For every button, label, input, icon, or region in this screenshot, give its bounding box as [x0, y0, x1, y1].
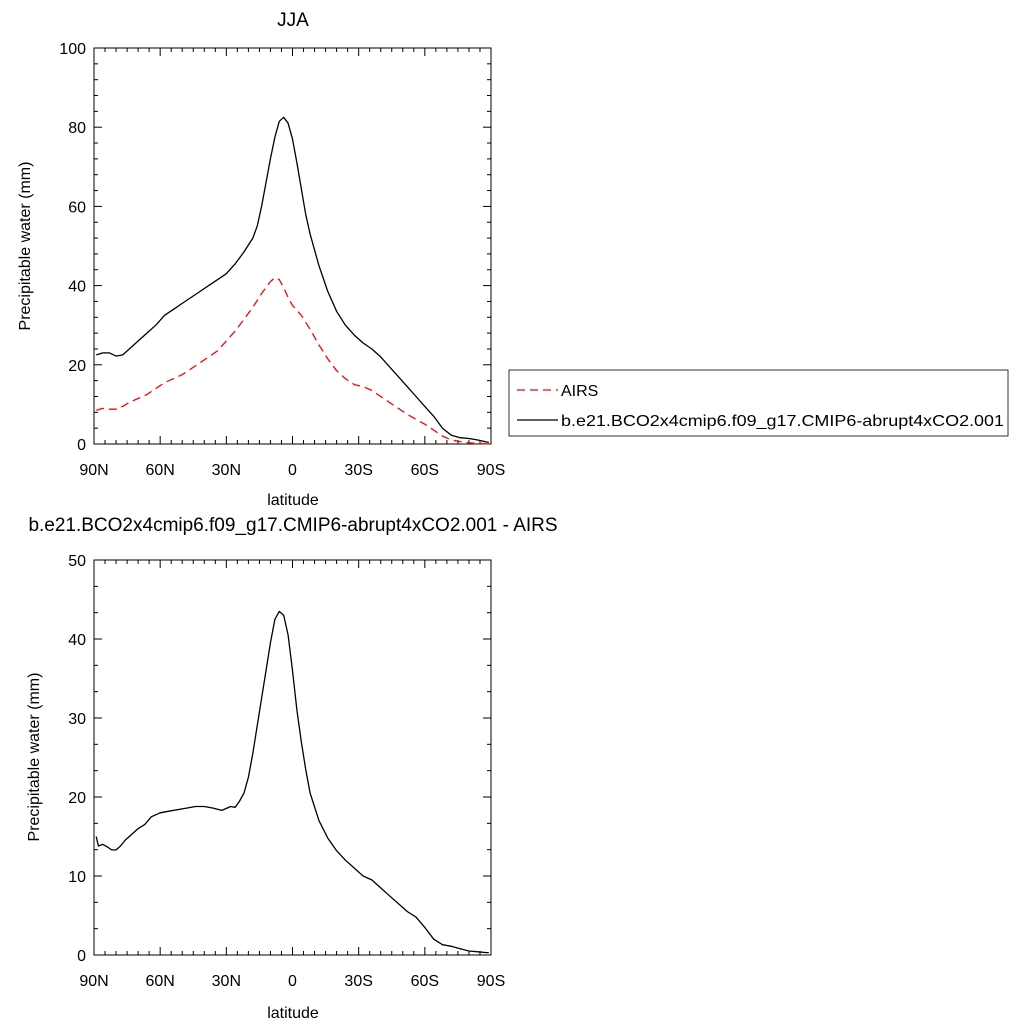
top-panel-series-model-line — [96, 116, 489, 444]
top-panel-x-tick-label: 0 — [288, 462, 297, 479]
top-panel-y-tick-label: 40 — [68, 279, 86, 296]
bottom-panel-title: b.e21.BCO2x4cmip6.f09_g17.CMIP6-abrupt4x… — [28, 515, 557, 536]
bottom-panel-x-tick-label: 90N — [79, 973, 108, 990]
top-panel-series — [96, 116, 489, 445]
top-panel-x-axis-label: latitude — [267, 492, 319, 509]
bottom-panel-y-tick-label: 10 — [68, 869, 86, 886]
top-panel-x-tick-label: 90N — [79, 462, 108, 479]
bottom-panel-y-tick-label: 20 — [68, 790, 86, 807]
top-panel-y-tick-label: 80 — [68, 120, 86, 137]
top-panel-y-tick-label: 100 — [59, 41, 86, 58]
bottom-panel-y-tick-label: 40 — [68, 632, 86, 649]
bottom-panel-plot-frame — [93, 559, 492, 956]
bottom-panel-series-difference-line — [95, 610, 489, 954]
top-panel-x-tick-label: 60N — [145, 462, 174, 479]
top-panel-title: JJA — [277, 10, 309, 31]
top-panel-plot-frame — [93, 47, 492, 445]
bottom-panel-y-tick-label: 30 — [68, 711, 86, 728]
bottom-panel-series — [95, 610, 489, 954]
top-panel-x-tick-label: 30N — [212, 462, 241, 479]
top-panel-y-tick-label: 20 — [68, 358, 86, 375]
bottom-panel-x-tick-label: 30S — [344, 973, 372, 990]
top-panel-y-tick-label: 0 — [77, 437, 86, 454]
legend: AIRS b.e21.BCO2x4cmip6.f09_g17.CMIP6-abr… — [508, 369, 1009, 437]
bottom-panel: b.e21.BCO2x4cmip6.f09_g17.CMIP6-abrupt4x… — [26, 515, 558, 1022]
bottom-panel-x-tick-label: 60N — [145, 973, 174, 990]
top-panel-x-tick-label: 90S — [477, 462, 505, 479]
bottom-panel-x-tick-label: 90S — [477, 973, 505, 990]
top-panel-series-airs-line — [96, 277, 489, 445]
legend-airs-label: AIRS — [561, 383, 598, 400]
top-panel-y-axis-label: Precipitable water (mm) — [17, 162, 34, 331]
bottom-panel-x-tick-label: 0 — [288, 973, 297, 990]
bottom-panel-x-tick-label: 30N — [212, 973, 241, 990]
bottom-panel-y-tick-label: 0 — [77, 948, 86, 965]
bottom-panel-y-axis-label: Precipitable water (mm) — [26, 673, 43, 842]
top-panel-y-tick-label: 60 — [68, 199, 86, 216]
bottom-panel-y-tick-label: 50 — [68, 553, 86, 570]
top-panel-x-tick-label: 30S — [344, 462, 372, 479]
top-panel: JJA 0 20 40 60 80 100 90N 60N 30N 0 30S 60S 90S lati… — [17, 10, 505, 509]
legend-box — [508, 369, 1009, 437]
legend-model-label: b.e21.BCO2x4cmip6.f09_g17.CMIP6-abrupt4x… — [561, 413, 1004, 430]
bottom-panel-ticks: 0 10 20 30 40 50 90N 60N 30N 0 30S 60S 90S — [68, 553, 505, 990]
bottom-panel-x-tick-label: 60S — [411, 973, 439, 990]
top-panel-ticks: 0 20 40 60 80 100 90N 60N 30N 0 30S 60S 90S — [59, 41, 505, 479]
top-panel-x-tick-label: 60S — [411, 462, 439, 479]
bottom-panel-x-axis-label: latitude — [267, 1005, 319, 1022]
